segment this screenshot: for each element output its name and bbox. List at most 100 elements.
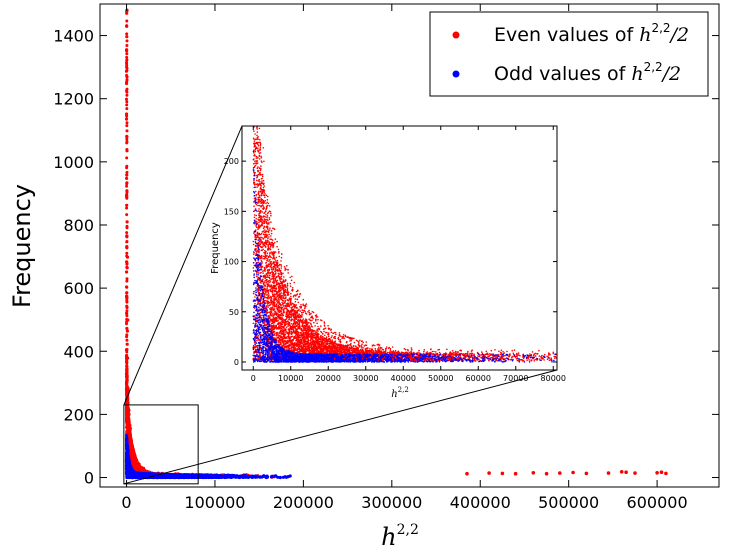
main-point-even-spike — [125, 317, 129, 321]
main-point-even — [125, 342, 129, 346]
main-point-even-spike — [125, 73, 129, 77]
main-point-even-spike — [125, 277, 129, 281]
main-point-even-spike — [125, 368, 129, 372]
main-point-even-spike — [125, 291, 129, 295]
main-point-even-spike — [125, 117, 128, 121]
main-point-even — [127, 425, 131, 429]
main-scatter-points — [124, 8, 668, 480]
main-point-even-spike — [125, 350, 129, 354]
main-point-even-spike — [125, 114, 129, 118]
main-point-even-outlier — [655, 471, 659, 475]
main-point-even — [134, 458, 138, 462]
main-point-even-spike — [125, 314, 129, 318]
main-point-even — [134, 466, 138, 470]
main-point-even-spike — [125, 245, 129, 249]
main-point-even-spike — [125, 385, 129, 389]
main-point-even — [131, 455, 135, 459]
main-point-even-outlier — [513, 471, 518, 476]
main-point-even-outlier — [584, 471, 589, 476]
main-point-even-spike — [125, 100, 129, 104]
main-point-even-spike — [125, 389, 129, 393]
main-point-even-spike — [125, 195, 129, 199]
main-point-even — [126, 420, 130, 424]
main-point-even-outlier — [571, 470, 575, 475]
main-point-even-outlier — [558, 471, 562, 475]
main-point-even-spike — [125, 296, 129, 300]
main-point-even-spike — [125, 265, 129, 269]
main-point-even-spike — [125, 405, 129, 409]
main-point-even-spike — [125, 285, 129, 289]
main-point-even-spike — [125, 338, 129, 342]
main-point-even-outlier — [664, 471, 668, 476]
main-point-even-spike — [125, 39, 129, 43]
main-point-even-outlier — [606, 471, 611, 475]
main-point-even — [125, 48, 129, 52]
main-point-even — [128, 442, 132, 446]
main-point-even-spike — [125, 251, 129, 255]
main-point-even-spike — [125, 333, 129, 337]
main-point-even-spike — [125, 156, 129, 160]
main-point-even — [137, 468, 141, 472]
main-point-even-outlier — [544, 471, 549, 476]
main-point-even-spike — [125, 231, 129, 235]
main-point-even-spike — [125, 262, 129, 265]
main-point-even-spike — [125, 97, 128, 101]
main-point-even-outlier — [633, 471, 637, 475]
main-point-even-spike — [125, 206, 129, 210]
main-point-even-spike — [125, 59, 129, 62]
main-point-even-spike — [125, 66, 129, 70]
main-point-even-spike — [125, 412, 129, 416]
main-point-even-spike — [125, 103, 129, 107]
main-point-even — [125, 326, 129, 331]
main-point-even — [125, 329, 129, 333]
main-point-even-spike — [125, 166, 129, 170]
main-point-even — [125, 379, 129, 383]
main-point-even-spike — [125, 184, 129, 188]
main-point-even-spike — [125, 148, 129, 151]
main-point-even — [128, 434, 132, 438]
main-point-even-spike — [125, 52, 129, 56]
main-point-even-spike — [125, 107, 129, 111]
main-point-even-spike — [125, 89, 129, 93]
main-point-even-outlier — [624, 470, 628, 475]
main-point-even — [136, 463, 140, 467]
main-point-even-spike — [125, 55, 129, 59]
main-point-even-outlier — [500, 471, 505, 476]
main-point-even-spike — [125, 44, 129, 47]
main-point-even — [126, 407, 130, 412]
main-point-even-spike — [125, 213, 129, 217]
main-point-even-spike — [125, 24, 129, 28]
main-point-even-spike — [125, 93, 129, 97]
main-point-even-spike — [125, 135, 129, 138]
main-point-even-spike — [125, 80, 129, 84]
main-point-even — [125, 35, 129, 39]
main-point-even-outlier — [465, 471, 469, 476]
main-point-even — [131, 452, 136, 457]
main-point-even-spike — [125, 234, 129, 238]
main-point-even-spike — [125, 19, 129, 23]
main-point-even-spike — [125, 304, 129, 308]
main-point-even-spike — [125, 32, 129, 36]
main-point-even-spike — [125, 224, 129, 228]
main-point-even-spike — [125, 203, 129, 207]
main-point-even-spike — [125, 141, 129, 145]
main-point-even-spike — [125, 177, 129, 180]
main-point-even-outlier — [619, 470, 624, 474]
main-point-even-outlier — [487, 471, 491, 475]
main-point-even — [126, 431, 130, 435]
main-point-even-spike — [125, 129, 129, 133]
main-point-even-spike — [125, 121, 129, 125]
main-point-even — [126, 356, 130, 360]
main-point-even-spike — [125, 190, 129, 194]
main-point-even-spike — [125, 173, 129, 177]
main-point-even-spike — [125, 359, 129, 363]
main-point-even-spike — [125, 240, 129, 243]
main-point-even-spike — [125, 62, 129, 66]
main-point-even — [125, 270, 129, 274]
main-point-even-spike — [125, 299, 129, 303]
main-point-even-spike — [125, 254, 129, 258]
main-point-even-outlier — [531, 471, 536, 475]
main-point-even-spike — [125, 124, 129, 128]
main-point-even-outlier — [659, 470, 664, 475]
